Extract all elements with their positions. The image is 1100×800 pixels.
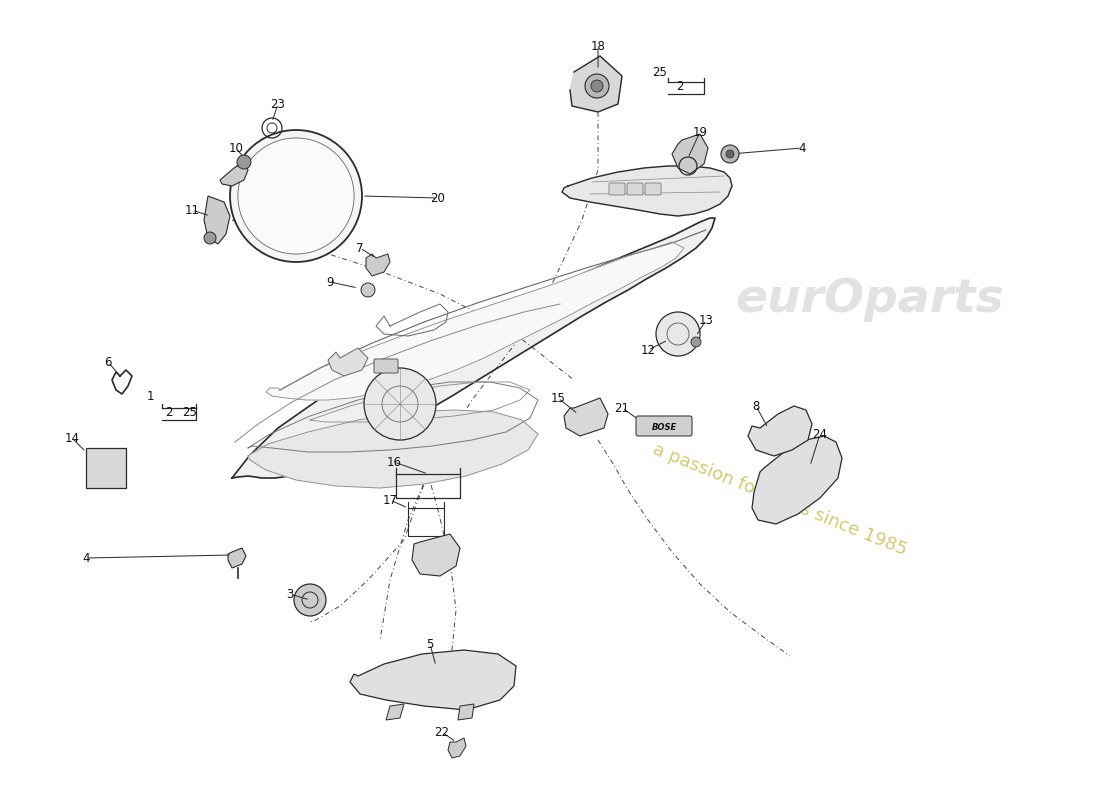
Text: 19: 19 bbox=[693, 126, 707, 138]
Polygon shape bbox=[458, 704, 474, 720]
Text: 4: 4 bbox=[82, 551, 90, 565]
Polygon shape bbox=[228, 548, 246, 568]
Text: 8: 8 bbox=[752, 399, 760, 413]
Text: 12: 12 bbox=[640, 343, 656, 357]
Polygon shape bbox=[412, 534, 460, 576]
Polygon shape bbox=[220, 162, 248, 186]
Text: 25: 25 bbox=[183, 406, 197, 419]
Polygon shape bbox=[232, 218, 715, 478]
Polygon shape bbox=[448, 738, 466, 758]
Text: 13: 13 bbox=[698, 314, 714, 326]
Text: a passion for parts since 1985: a passion for parts since 1985 bbox=[650, 441, 910, 559]
FancyBboxPatch shape bbox=[636, 416, 692, 436]
Circle shape bbox=[294, 584, 326, 616]
Text: eurOparts: eurOparts bbox=[736, 278, 1004, 322]
Text: 24: 24 bbox=[813, 427, 827, 441]
Circle shape bbox=[238, 138, 354, 254]
Circle shape bbox=[691, 337, 701, 347]
Circle shape bbox=[585, 74, 609, 98]
Text: 1: 1 bbox=[146, 390, 154, 402]
Circle shape bbox=[236, 155, 251, 169]
FancyBboxPatch shape bbox=[609, 183, 625, 195]
Polygon shape bbox=[328, 348, 369, 376]
Circle shape bbox=[230, 130, 362, 262]
Text: 4: 4 bbox=[799, 142, 805, 154]
Text: 5: 5 bbox=[427, 638, 433, 650]
Polygon shape bbox=[386, 704, 404, 720]
Text: 2: 2 bbox=[165, 406, 173, 419]
Circle shape bbox=[591, 80, 603, 92]
FancyBboxPatch shape bbox=[374, 359, 398, 373]
Circle shape bbox=[656, 312, 700, 356]
Text: 17: 17 bbox=[383, 494, 397, 506]
Polygon shape bbox=[570, 56, 622, 112]
Polygon shape bbox=[748, 406, 812, 456]
FancyBboxPatch shape bbox=[627, 183, 644, 195]
Text: 3: 3 bbox=[286, 587, 294, 601]
Polygon shape bbox=[86, 448, 126, 488]
Text: 18: 18 bbox=[591, 39, 605, 53]
Circle shape bbox=[726, 150, 734, 158]
Text: 14: 14 bbox=[65, 431, 79, 445]
Circle shape bbox=[204, 232, 216, 244]
Text: 10: 10 bbox=[229, 142, 243, 154]
Polygon shape bbox=[562, 166, 732, 216]
FancyBboxPatch shape bbox=[645, 183, 661, 195]
Polygon shape bbox=[672, 134, 708, 174]
Text: 16: 16 bbox=[386, 455, 402, 469]
Text: 11: 11 bbox=[185, 203, 199, 217]
Circle shape bbox=[720, 145, 739, 163]
Text: 15: 15 bbox=[551, 391, 565, 405]
Text: 2: 2 bbox=[676, 81, 684, 94]
Polygon shape bbox=[564, 398, 608, 436]
Text: 9: 9 bbox=[327, 275, 333, 289]
Polygon shape bbox=[366, 254, 390, 276]
Polygon shape bbox=[266, 242, 684, 400]
Polygon shape bbox=[752, 436, 842, 524]
Text: 21: 21 bbox=[615, 402, 629, 414]
Text: 20: 20 bbox=[430, 191, 446, 205]
Circle shape bbox=[364, 368, 436, 440]
Text: 22: 22 bbox=[434, 726, 450, 738]
Polygon shape bbox=[204, 196, 230, 244]
Text: BOSE: BOSE bbox=[651, 422, 676, 431]
Text: 7: 7 bbox=[356, 242, 364, 254]
Polygon shape bbox=[248, 410, 538, 488]
Text: 23: 23 bbox=[271, 98, 285, 110]
Circle shape bbox=[361, 283, 375, 297]
Polygon shape bbox=[350, 650, 516, 710]
Text: 25: 25 bbox=[652, 66, 668, 78]
Text: 6: 6 bbox=[104, 355, 112, 369]
